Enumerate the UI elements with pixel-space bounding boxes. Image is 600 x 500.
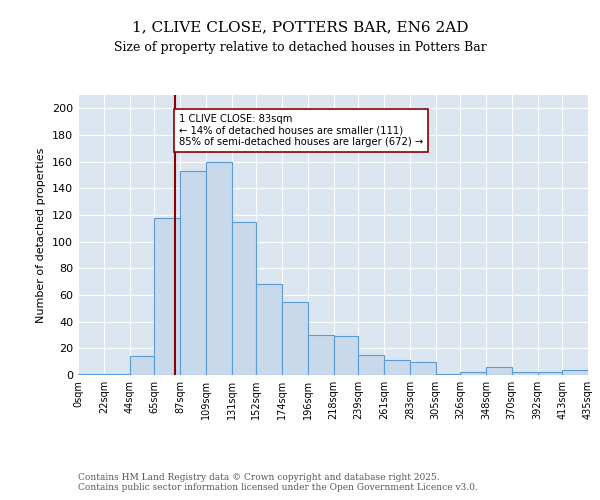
Bar (206, 162, 232, 375)
Text: Contains HM Land Registry data © Crown copyright and database right 2025.
Contai: Contains HM Land Registry data © Crown c… (78, 473, 478, 492)
Text: 1, CLIVE CLOSE, POTTERS BAR, EN6 2AD: 1, CLIVE CLOSE, POTTERS BAR, EN6 2AD (132, 20, 468, 34)
Bar (334, 336, 358, 375)
Bar (384, 360, 410, 375)
Bar (486, 367, 512, 375)
Bar (130, 356, 154, 375)
Bar (256, 284, 282, 375)
Bar (78, 374, 104, 375)
Text: Size of property relative to detached houses in Potters Bar: Size of property relative to detached ho… (113, 41, 487, 54)
Y-axis label: Number of detached properties: Number of detached properties (37, 148, 46, 322)
Bar (436, 374, 460, 375)
Bar (538, 372, 562, 375)
Bar (308, 335, 334, 375)
Bar (180, 171, 206, 375)
Bar (512, 372, 538, 375)
Bar (410, 362, 436, 375)
Bar (282, 302, 308, 375)
Bar (358, 355, 384, 375)
Bar (460, 372, 486, 375)
Bar (104, 374, 130, 375)
Bar (562, 370, 588, 375)
Text: 1 CLIVE CLOSE: 83sqm
← 14% of detached houses are smaller (111)
85% of semi-deta: 1 CLIVE CLOSE: 83sqm ← 14% of detached h… (179, 114, 423, 147)
Bar (232, 222, 256, 375)
Bar (154, 218, 180, 375)
